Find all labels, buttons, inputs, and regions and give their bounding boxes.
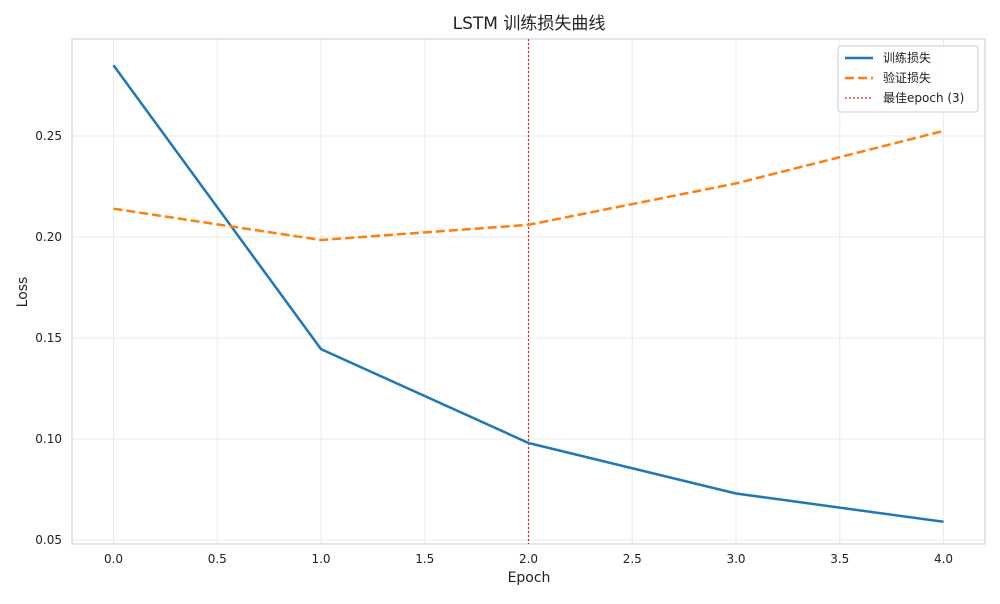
y-tick-label: 0.20 <box>35 230 62 244</box>
y-axis-title: Loss <box>15 277 31 308</box>
x-tick-label: 1.0 <box>311 552 330 566</box>
legend-label: 验证损失 <box>883 70 931 85</box>
x-tick-label: 3.5 <box>830 552 849 566</box>
chart-title: LSTM 训练损失曲线 <box>453 14 606 34</box>
series-line <box>113 129 944 242</box>
legend-label: 最佳epoch (3) <box>883 91 964 105</box>
x-tick-label: 1.5 <box>415 552 434 566</box>
legend-label: 训练损失 <box>883 50 931 65</box>
x-tick-label: 4.0 <box>934 552 953 566</box>
series-line <box>112 64 944 524</box>
data-layer <box>112 39 944 544</box>
x-tick-label: 0.0 <box>104 552 123 566</box>
x-tick-label: 2.5 <box>623 552 642 566</box>
y-tick-label: 0.05 <box>35 533 62 547</box>
x-tick-label: 2.0 <box>519 552 538 566</box>
legend-frame <box>837 45 979 113</box>
x-axis-title: Epoch <box>508 570 551 586</box>
x-tick-label: 0.5 <box>208 552 227 566</box>
y-tick-label: 0.15 <box>35 331 62 345</box>
y-tick-label: 0.25 <box>35 129 62 143</box>
y-tick-label: 0.10 <box>35 432 62 446</box>
x-tick-label: 3.0 <box>726 552 745 566</box>
tick-layer: 0.0 0.5 1.0 1.5 2.0 2.5 3.0 3.5 4.0 0.05 0.10 0.15 0… <box>35 129 953 566</box>
